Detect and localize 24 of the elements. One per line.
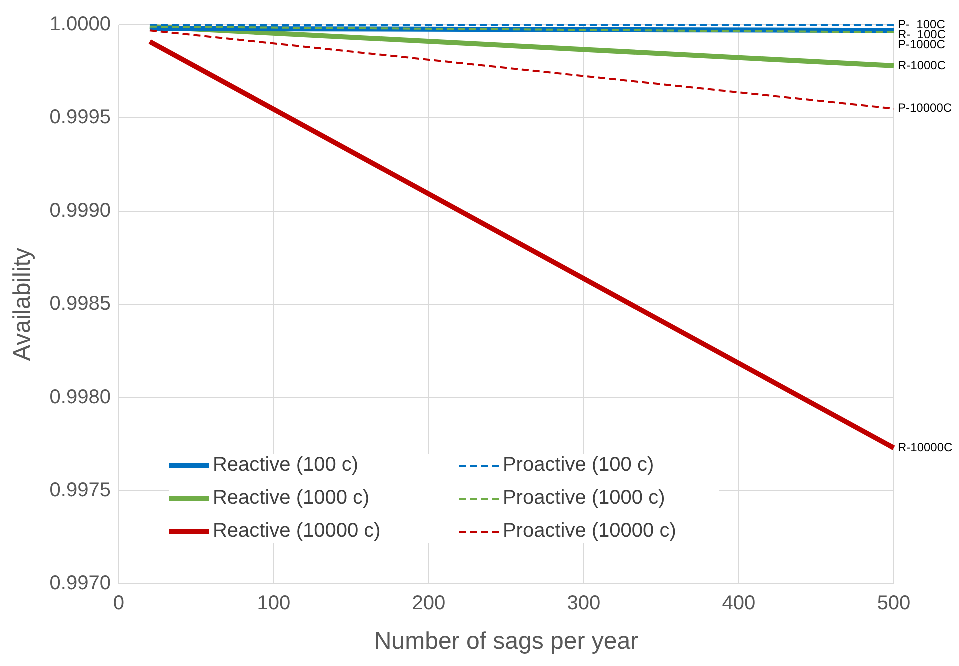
text: P-10000C [898, 101, 952, 116]
legend-label: Proactive (1000 c) [502, 487, 666, 510]
y-axis-title: Availability [9, 248, 36, 362]
x-tick-label: 0 [113, 592, 125, 615]
text: R-1000C [898, 58, 946, 72]
x-axis-title: Number of sags per year [374, 628, 639, 656]
x-tick-label: 300 [567, 592, 601, 615]
legend-label: Reactive (100 c) [212, 454, 359, 478]
text: R-10000C [898, 440, 954, 454]
y-tick-label: 0.9985 [50, 293, 111, 316]
y-tick-label: 0.9970 [50, 572, 111, 595]
x-tick-label: 400 [722, 592, 756, 615]
y-tick-label: 0.9975 [50, 480, 111, 502]
legend-label: Proactive (10000 c) [502, 520, 676, 544]
legend-label: Reactive (10000 c) [212, 520, 381, 544]
legend-label: Reactive (1000 c) [212, 487, 370, 510]
legend-label: Proactive (100 c) [502, 454, 654, 478]
x-tick-label: 200 [412, 592, 446, 615]
x-tick-label: 100 [257, 592, 291, 615]
y-tick-label: 0.9980 [50, 386, 111, 408]
y-tick-label: 0.9995 [50, 106, 111, 129]
y-tick-label: 1.0000 [50, 14, 111, 36]
y-tick-label: 0.9990 [50, 200, 111, 222]
x-tick-label: 500 [877, 592, 911, 615]
